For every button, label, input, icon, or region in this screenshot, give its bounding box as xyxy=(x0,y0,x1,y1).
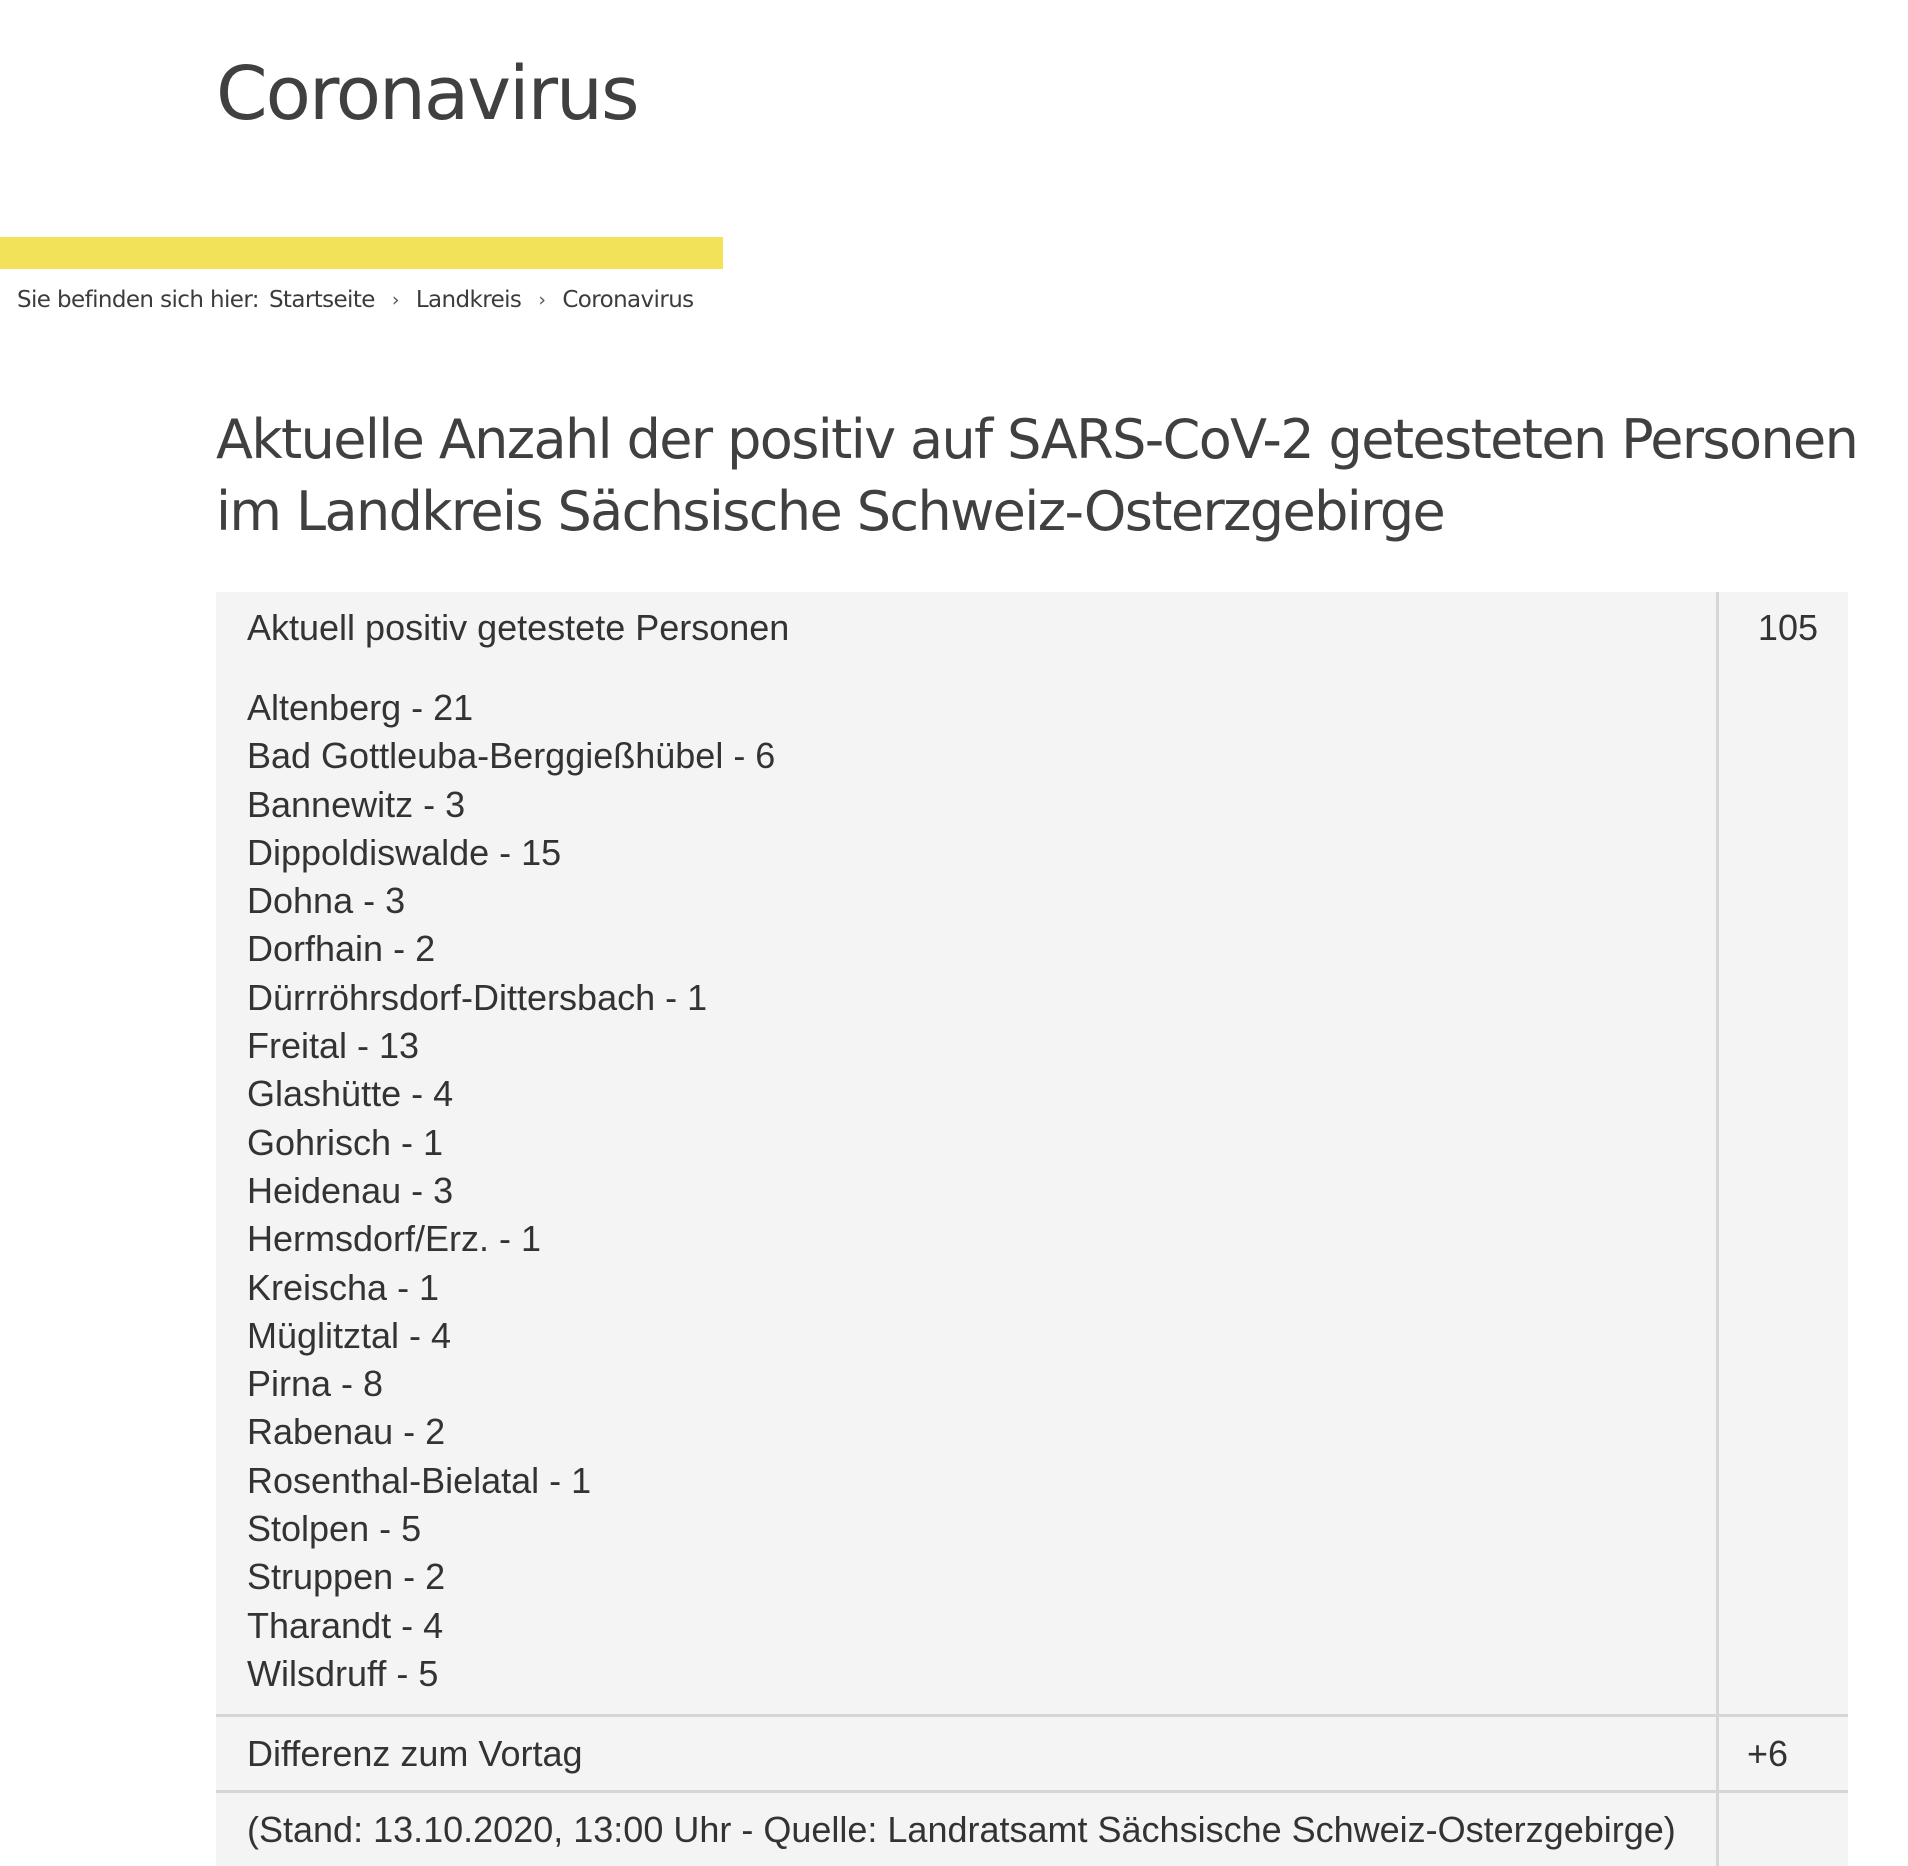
total-label: Aktuell positiv getestete Personen xyxy=(247,607,790,648)
list-item: Freital - 13 xyxy=(247,1025,420,1067)
diff-value: +6 xyxy=(1717,1714,1848,1792)
section-heading: Aktuelle Anzahl der positiv auf SARS-CoV… xyxy=(216,408,1859,543)
list-item: Heidenau - 3 xyxy=(247,1169,454,1211)
breadcrumb-item-startseite[interactable]: Startseite xyxy=(268,287,375,313)
list-item: Altenberg - 21 xyxy=(247,687,474,728)
table-row: Aktuell positiv getestete Personen Alten… xyxy=(216,592,1848,1716)
table-row: (Stand: 13.10.2020, 13:00 Uhr - Quelle: … xyxy=(216,1790,1848,1866)
chevron-right-icon: › xyxy=(538,289,546,311)
breadcrumb-prefix: Sie befinden sich hier: xyxy=(17,287,260,313)
accent-bar xyxy=(0,237,723,269)
breadcrumb-item-coronavirus[interactable]: Coronavirus xyxy=(562,287,694,313)
table-row: Differenz zum Vortag +6 xyxy=(216,1714,1848,1792)
list-item: Rosenthal-Bielatal - 1 xyxy=(247,1459,592,1501)
list-item: Rabenau - 2 xyxy=(247,1411,446,1453)
source-value xyxy=(1717,1790,1848,1866)
list-item: Dohna - 3 xyxy=(247,880,406,922)
list-item: Kreischa - 1 xyxy=(247,1266,440,1308)
list-item: Gohrisch - 1 xyxy=(247,1121,444,1163)
list-item: Wilsdruff - 5 xyxy=(247,1652,439,1694)
breadcrumb: Sie befinden sich hier: Startseite › Lan… xyxy=(17,285,694,315)
case-count-table: Aktuell positiv getestete Personen Alten… xyxy=(216,592,1848,1866)
list-item: Stolpen - 5 xyxy=(247,1508,422,1550)
list-item: Tharandt - 4 xyxy=(247,1604,444,1646)
list-item: Dürrröhrsdorf-Dittersbach - 1 xyxy=(247,976,708,1018)
diff-label: Differenz zum Vortag xyxy=(216,1714,1719,1792)
municipality-list: Altenberg - 21 Bad Gottleuba-Berggießhüb… xyxy=(247,684,1716,1698)
list-item: Pirna - 8 xyxy=(247,1363,384,1405)
total-label-cell: Aktuell positiv getestete Personen Alten… xyxy=(216,592,1719,1716)
list-item: Dippoldiswalde - 15 xyxy=(247,831,562,873)
list-item: Struppen - 2 xyxy=(247,1556,446,1598)
list-item: Bad Gottleuba-Berggießhübel - 6 xyxy=(247,735,776,777)
list-item: Hermsdorf/Erz. - 1 xyxy=(247,1218,542,1260)
total-value: 105 xyxy=(1757,607,1818,648)
source-note: (Stand: 13.10.2020, 13:00 Uhr - Quelle: … xyxy=(216,1790,1719,1866)
list-item: Glashütte - 4 xyxy=(247,1073,454,1115)
page-title: Coronavirus xyxy=(216,51,639,137)
chevron-right-icon: › xyxy=(391,289,400,311)
breadcrumb-item-landkreis[interactable]: Landkreis xyxy=(415,287,522,313)
list-item: Bannewitz - 3 xyxy=(247,783,466,825)
list-item: Dorfhain - 2 xyxy=(247,928,436,970)
list-item: Müglitztal - 4 xyxy=(247,1314,452,1356)
